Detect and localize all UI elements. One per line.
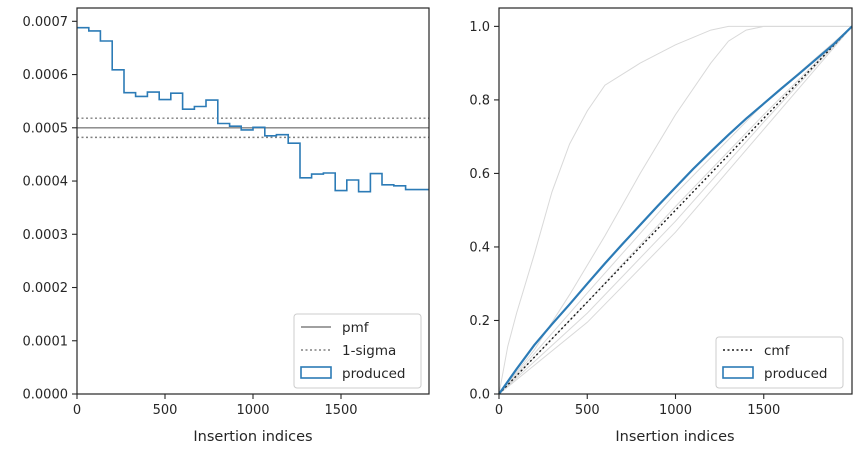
y-tick-label: 0.0002 [23, 281, 69, 296]
legend-box [293, 313, 422, 389]
legend-produced-label: produced [342, 366, 406, 382]
background-curve [498, 26, 853, 395]
y-tick-label: 0.8 [469, 93, 490, 108]
background-curve [498, 25, 852, 395]
x-tick-label: 1500 [324, 403, 357, 418]
legend-produced-swatch [300, 366, 332, 379]
x-tick-label: 1000 [236, 403, 269, 418]
x-axis-label: Insertion indices [615, 429, 734, 445]
x-axis-label: Insertion indices [193, 429, 312, 445]
legend-produced-swatch [722, 366, 754, 379]
sigma-lines [77, 117, 429, 139]
y-tick-label: 0.0005 [23, 121, 69, 136]
legend-cmf-label: cmf [764, 343, 791, 359]
legend-box [715, 336, 844, 389]
y-tick-label: 0.0003 [23, 228, 69, 243]
legend-sigma-label: 1-sigma [342, 343, 396, 359]
y-tick-label: 0.0006 [23, 68, 69, 83]
x-tick-label: 1500 [747, 403, 780, 418]
x-ticks: 0 500 1000 1500 [495, 394, 780, 418]
x-tick-label: 1000 [659, 403, 692, 418]
legend-produced-label: produced [764, 366, 828, 382]
y-tick-label: 0.0 [469, 388, 490, 403]
x-ticks: 0 500 1000 1500 [73, 394, 358, 418]
pmf-chart: 0 500 1000 1500 0.00000.00010.00020.00030.0… [23, 7, 430, 445]
produced-step-series [77, 26, 429, 193]
background-curve [498, 25, 852, 395]
produced-series-line [498, 25, 853, 395]
legend: cmf produced [715, 336, 844, 389]
legend: pmf 1-sigma produced [293, 313, 422, 389]
y-ticks: 0.0000 0.0001 0.0002 0.0003 0.0004 0.0005 0.00… [23, 15, 77, 403]
x-tick-label: 500 [153, 403, 178, 418]
background-curve [498, 26, 853, 395]
x-tick-label: 0 [495, 403, 503, 418]
y-tick-label: 0.0000 [23, 388, 69, 403]
background-curve [498, 26, 853, 395]
y-tick-label: 0.0004 [23, 175, 69, 190]
y-tick-label: 1.0 [469, 20, 490, 35]
y-ticks: 0.0 0.2 0.4 0.6 0.8 1.0 [469, 20, 499, 403]
cmf-chart: 0 500 1000 1500 0.0 0.2 0.4 0.6 0.8 1.0 Insertio… [469, 7, 853, 445]
y-tick-label: 0.0007 [23, 15, 69, 30]
y-tick-label: 0.6 [469, 167, 490, 182]
y-tick-label: 0.2 [469, 314, 490, 329]
cmf-line [498, 25, 853, 395]
y-tick-label: 0.4 [469, 240, 490, 255]
y-tick-label: 0.0001 [23, 334, 69, 349]
x-tick-label: 0 [73, 403, 81, 418]
legend-pmf-label: pmf [342, 320, 370, 336]
background-curves [498, 25, 853, 395]
x-tick-label: 500 [575, 403, 600, 418]
